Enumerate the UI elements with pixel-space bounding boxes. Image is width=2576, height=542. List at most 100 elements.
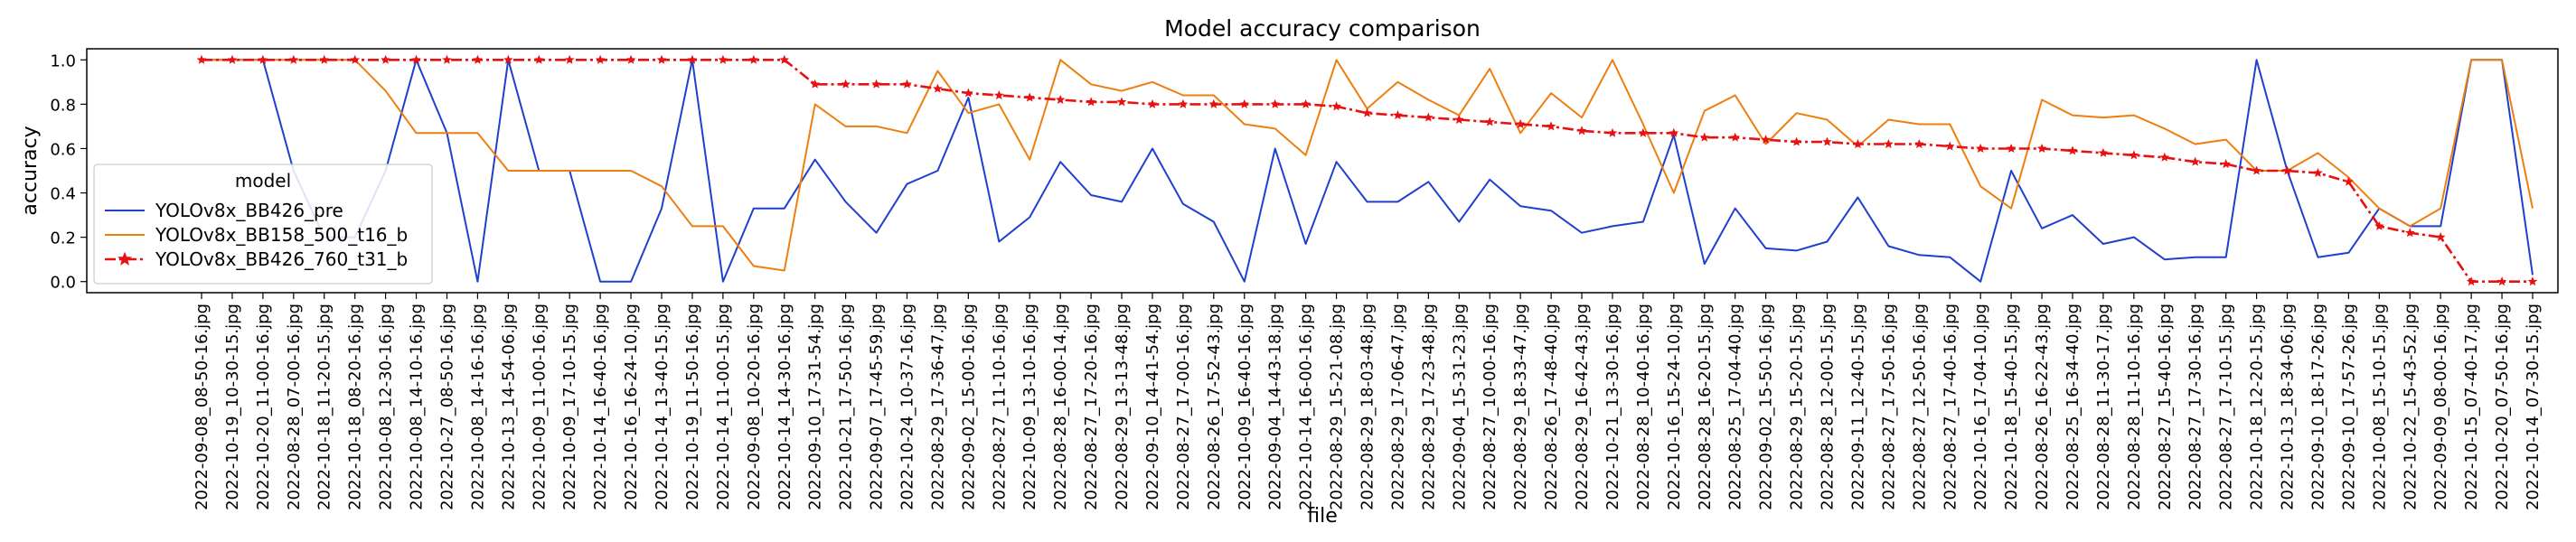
- x-tick-label-21: 2022-10-21_17-50-16.jpg: [837, 304, 856, 510]
- y-tick-label-1: 0.2: [50, 229, 76, 248]
- series-2-point-30: [1116, 97, 1127, 107]
- series-2-point-64: [2159, 152, 2170, 162]
- series-2-point-4: [319, 54, 330, 64]
- series-2-point-13: [595, 54, 606, 64]
- legend-marker-2: [117, 251, 133, 266]
- series-2-point-32: [1178, 98, 1189, 108]
- x-tick-label-25: 2022-09-02_15-00-16.jpg: [959, 304, 978, 510]
- x-tick-label-5: 2022-10-18_08-20-16.jpg: [346, 304, 365, 510]
- x-tick-label-64: 2022-08-27_15-40-16.jpg: [2156, 304, 2175, 510]
- series-2-point-20: [810, 79, 821, 89]
- x-tick-label-45: 2022-08-29_16-42-43.jpg: [1573, 304, 1592, 510]
- series-2-point-5: [350, 54, 361, 64]
- series-2-point-9: [473, 54, 483, 64]
- series-2-point-34: [1239, 98, 1249, 108]
- series-2-point-1: [227, 54, 238, 64]
- x-tick-label-37: 2022-08-29_15-21-08.jpg: [1328, 304, 1347, 510]
- x-tick-label-22: 2022-09-07_17-45-59.jpg: [868, 304, 887, 510]
- x-tick-label-70: 2022-09-10_17-57-26.jpg: [2339, 304, 2358, 510]
- series-2-point-19: [779, 54, 789, 64]
- legend-label-0: YOLOv8x_BB426_pre: [155, 200, 343, 221]
- series-2-point-23: [902, 79, 912, 89]
- x-tick-label-26: 2022-08-27_11-10-16.jpg: [990, 304, 1009, 510]
- x-tick-label-14: 2022-10-16_16-24-10.jpg: [622, 304, 641, 510]
- legend-title: model: [235, 170, 291, 192]
- x-tick-label-35: 2022-09-04_14-43-18.jpg: [1266, 304, 1285, 510]
- y-tick-label-5: 1.0: [50, 51, 76, 70]
- x-tick-label-66: 2022-08-27_17-10-15.jpg: [2217, 304, 2236, 510]
- y-tick-label-3: 0.6: [50, 140, 76, 159]
- x-tick-label-4: 2022-10-18_11-20-15.jpg: [315, 304, 334, 510]
- series-2-point-55: [1884, 138, 1894, 149]
- series-2-point-48: [1669, 127, 1679, 137]
- chart-title: Model accuracy comparison: [1164, 15, 1481, 42]
- series-2-point-71: [2374, 220, 2384, 230]
- series-2-point-8: [442, 54, 452, 64]
- series-2-point-56: [1914, 138, 1924, 149]
- x-tick-label-3: 2022-08-28_07-00-16.jpg: [285, 304, 304, 510]
- series-2-point-58: [1975, 143, 1986, 153]
- x-tick-label-42: 2022-08-27_10-00-16.jpg: [1481, 304, 1500, 510]
- series-2-point-18: [748, 54, 759, 64]
- series-2-point-11: [533, 54, 544, 64]
- series-2-point-17: [718, 54, 729, 64]
- x-tick-label-68: 2022-10-13_18-34-06.jpg: [2279, 304, 2298, 510]
- series-2-point-70: [2344, 176, 2354, 186]
- x-tick-label-7: 2022-10-08_14-10-16.jpg: [408, 304, 427, 510]
- series-2-point-69: [2313, 167, 2323, 177]
- legend: model YOLOv8x_BB426_pre YOLOv8x_BB158_500…: [93, 164, 433, 285]
- x-tick-label-0: 2022-09-08_08-50-16.jpg: [193, 304, 212, 510]
- series-2-point-12: [564, 54, 575, 64]
- x-tick-label-29: 2022-08-27_17-20-16.jpg: [1082, 304, 1101, 510]
- series-2-point-14: [625, 54, 636, 64]
- x-tick-label-48: 2022-10-16_15-24-10.jpg: [1665, 304, 1684, 510]
- series-2-point-46: [1607, 127, 1618, 137]
- x-tick-label-34: 2022-10-09_16-40-16.jpg: [1236, 304, 1255, 510]
- series-2-point-39: [1393, 110, 1403, 120]
- x-tick-label-72: 2022-10-22_15-43-52.jpg: [2401, 304, 2420, 510]
- y-tick-label-4: 0.8: [50, 96, 76, 115]
- x-tick-label-32: 2022-08-27_17-00-16.jpg: [1174, 304, 1193, 510]
- x-tick-label-9: 2022-10-08_14-16-16.jpg: [468, 304, 487, 510]
- x-tick-label-11: 2022-10-09_11-00-16.jpg: [530, 304, 549, 510]
- x-tick-label-46: 2022-10-21_13-30-16.jpg: [1603, 304, 1622, 510]
- x-tick-label-39: 2022-08-29_17-06-47.jpg: [1388, 304, 1407, 510]
- series-2-point-72: [2404, 228, 2415, 238]
- series-2-point-25: [964, 88, 973, 98]
- x-tick-label-30: 2022-08-29_13-13-48.jpg: [1113, 304, 1132, 510]
- x-tick-label-44: 2022-08-26_17-48-40.jpg: [1542, 304, 1561, 510]
- x-tick-label-56: 2022-08-27_12-50-16.jpg: [1910, 304, 1929, 510]
- series-2-point-35: [1270, 98, 1280, 108]
- series-2-point-47: [1638, 127, 1649, 137]
- x-tick-label-54: 2022-09-11_12-40-15.jpg: [1848, 304, 1867, 510]
- x-tick-label-28: 2022-08-28_16-00-14.jpg: [1051, 304, 1070, 510]
- series-2-point-28: [1055, 94, 1066, 104]
- x-tick-label-17: 2022-10-14_11-00-15.jpg: [714, 304, 733, 510]
- x-tick-label-76: 2022-10-14_07-30-15.jpg: [2524, 304, 2543, 510]
- series-2-point-38: [1362, 107, 1372, 117]
- x-tick-label-2: 2022-10-20_11-00-16.jpg: [254, 304, 273, 510]
- series-2-point-7: [411, 54, 421, 64]
- series-2-point-73: [2435, 232, 2446, 242]
- series-2-point-29: [1086, 97, 1096, 107]
- x-tick-label-19: 2022-10-14_14-30-16.jpg: [776, 304, 794, 510]
- legend-entries: YOLOv8x_BB426_pre YOLOv8x_BB158_500_t16_b…: [105, 200, 408, 270]
- x-tick-label-53: 2022-08-28_12-00-15.jpg: [1819, 304, 1838, 510]
- x-axis: 2022-09-08_08-50-16.jpg 2022-10-19_10-30-…: [193, 293, 2543, 510]
- x-tick-label-38: 2022-08-29_18-03-48.jpg: [1359, 304, 1377, 510]
- series-2-point-76: [2527, 276, 2538, 286]
- x-tick-label-16: 2022-10-19_11-50-16.jpg: [683, 304, 702, 510]
- series-2-point-24: [933, 83, 943, 93]
- x-tick-label-61: 2022-08-25_16-34-40.jpg: [2064, 304, 2082, 510]
- x-tick-label-27: 2022-10-09_13-10-16.jpg: [1020, 304, 1039, 510]
- x-tick-label-63: 2022-08-28_11-10-16.jpg: [2125, 304, 2144, 510]
- x-tick-label-65: 2022-08-27_17-30-16.jpg: [2186, 304, 2205, 510]
- series-2-point-36: [1301, 98, 1311, 108]
- series-2-point-74: [2466, 276, 2477, 286]
- x-tick-label-1: 2022-10-19_10-30-15.jpg: [223, 304, 242, 510]
- x-tick-label-24: 2022-08-29_17-36-47.jpg: [928, 304, 947, 510]
- x-tick-label-50: 2022-08-25_17-04-40.jpg: [1726, 304, 1745, 510]
- series-2-point-49: [1699, 132, 1710, 142]
- x-tick-label-41: 2022-09-04_15-31-23.jpg: [1450, 304, 1469, 510]
- y-axis: 0.0 0.2 0.4 0.6 0.8 1.0: [50, 51, 87, 293]
